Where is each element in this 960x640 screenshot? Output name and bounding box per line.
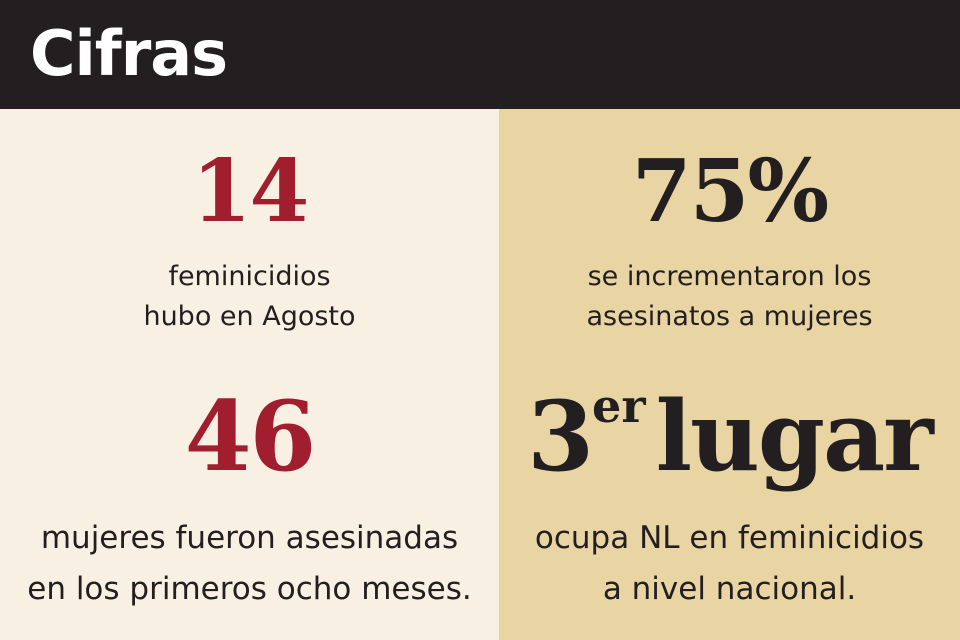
stat-description-line: feminicidios (168, 261, 331, 292)
stat-description-line: mujeres fueron asesinadas (40, 520, 459, 556)
stat-value: 46 (184, 380, 317, 493)
stat-rank-number: 3 (527, 380, 594, 493)
stat-description-line: ocupa NL en feminicidios (534, 520, 925, 556)
stat-women-killed: 46 mujeres fueron asesinadas en los prim… (0, 389, 499, 615)
stat-feminicides-august: 14 feminicidios hubo en Agosto (0, 109, 499, 337)
stat-value: 75% (631, 141, 829, 242)
stat-rank-word: lugar (655, 380, 934, 493)
right-panel: 75% se incrementaron los asesinatos a mu… (499, 109, 960, 640)
stat-rank-suffix: er (592, 379, 646, 433)
stat-description: se incrementaron los asesinatos a mujere… (499, 257, 960, 337)
stat-description-line: en los primeros ocho meses. (27, 571, 472, 607)
stat-national-ranking: 3er lugar ocupa NL en feminicidios a nive… (499, 383, 960, 615)
header-bar: Cifras (0, 0, 960, 109)
page-title: Cifras (30, 17, 228, 90)
stat-increase-percent: 75% se incrementaron los asesinatos a mu… (499, 109, 960, 337)
stat-description: mujeres fueron asesinadas en los primero… (0, 513, 499, 615)
stat-description: ocupa NL en feminicidios a nivel naciona… (499, 513, 960, 615)
stat-description-line: a nivel nacional. (602, 571, 857, 607)
stat-description-line: asesinatos a mujeres (586, 301, 873, 332)
stat-ranking: 3er lugar (499, 383, 960, 485)
stat-value: 14 (191, 141, 310, 242)
stat-description-line: hubo en Agosto (143, 301, 356, 332)
stat-description-line: se incrementaron los (587, 261, 872, 292)
left-panel: 14 feminicidios hubo en Agosto 46 mujere… (0, 109, 499, 640)
stat-description: feminicidios hubo en Agosto (0, 257, 499, 337)
